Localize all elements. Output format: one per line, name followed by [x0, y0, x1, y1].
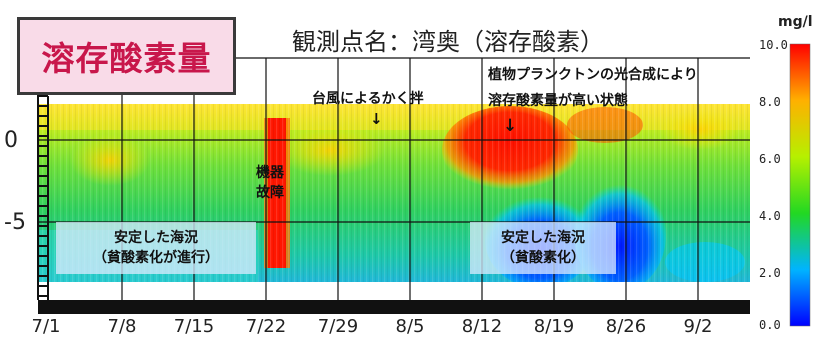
chart-title: 観測点名：湾奥（溶存酸素） — [292, 28, 604, 56]
stable-right-line1: 安定した海況 — [501, 230, 585, 246]
stable-left-line1: 安定した海況 — [114, 230, 198, 246]
colorbar-label-8: 8.0 — [759, 95, 781, 109]
typhoon-arrow: ↓ — [370, 110, 383, 128]
typhoon-annotation: 台風によるかく拌 — [312, 91, 424, 107]
x-tick-label: 9/2 — [683, 316, 713, 337]
stable-right-line2: （貧酸素化） — [501, 250, 585, 266]
colorbar-label-4: 4.0 — [759, 209, 781, 223]
stable-annotation-right: 安定した海況 （貧酸素化） — [470, 222, 616, 274]
colorbar-label-10: 10.0 — [759, 38, 788, 52]
x-tick-label: 8/5 — [395, 316, 425, 337]
x-tick-label: 7/15 — [173, 316, 215, 337]
x-tick-label: 7/22 — [245, 316, 287, 337]
x-tick-label: 8/12 — [461, 316, 503, 337]
colorbar-label-6: 6.0 — [759, 152, 781, 166]
x-tick-label: 8/19 — [533, 316, 575, 337]
ytick-0: 0 — [4, 128, 18, 153]
ytick-minus5: -5 — [4, 210, 26, 235]
stable-left-line2: （貧酸素化が進行） — [93, 250, 219, 266]
x-tick-label: 7/1 — [31, 316, 61, 337]
x-tick-label: 7/8 — [107, 316, 137, 337]
left-axis — [37, 58, 49, 300]
x-tick-label: 8/26 — [605, 316, 647, 337]
colorbar-unit: mg/l — [778, 14, 813, 30]
failure-annotation-line1: 機器 — [256, 165, 284, 181]
plankton-annotation-line2: 溶存酸素量が高い状態 — [488, 93, 628, 109]
plankton-annotation-line1: 植物プランクトンの光合成により — [488, 67, 698, 83]
failure-annotation-line2: 故障 — [256, 185, 284, 201]
date-bar — [38, 300, 750, 314]
label-box: 溶存酸素量 — [17, 17, 236, 95]
plankton-arrow: ↓ — [503, 116, 518, 136]
colorbar-label-2: 2.0 — [759, 266, 781, 280]
stable-annotation-left: 安定した海況 （貧酸素化が進行） — [56, 222, 256, 274]
colorbar-label-0: 0.0 — [759, 318, 781, 332]
x-tick-label: 7/29 — [317, 316, 359, 337]
colorbar — [789, 43, 811, 327]
